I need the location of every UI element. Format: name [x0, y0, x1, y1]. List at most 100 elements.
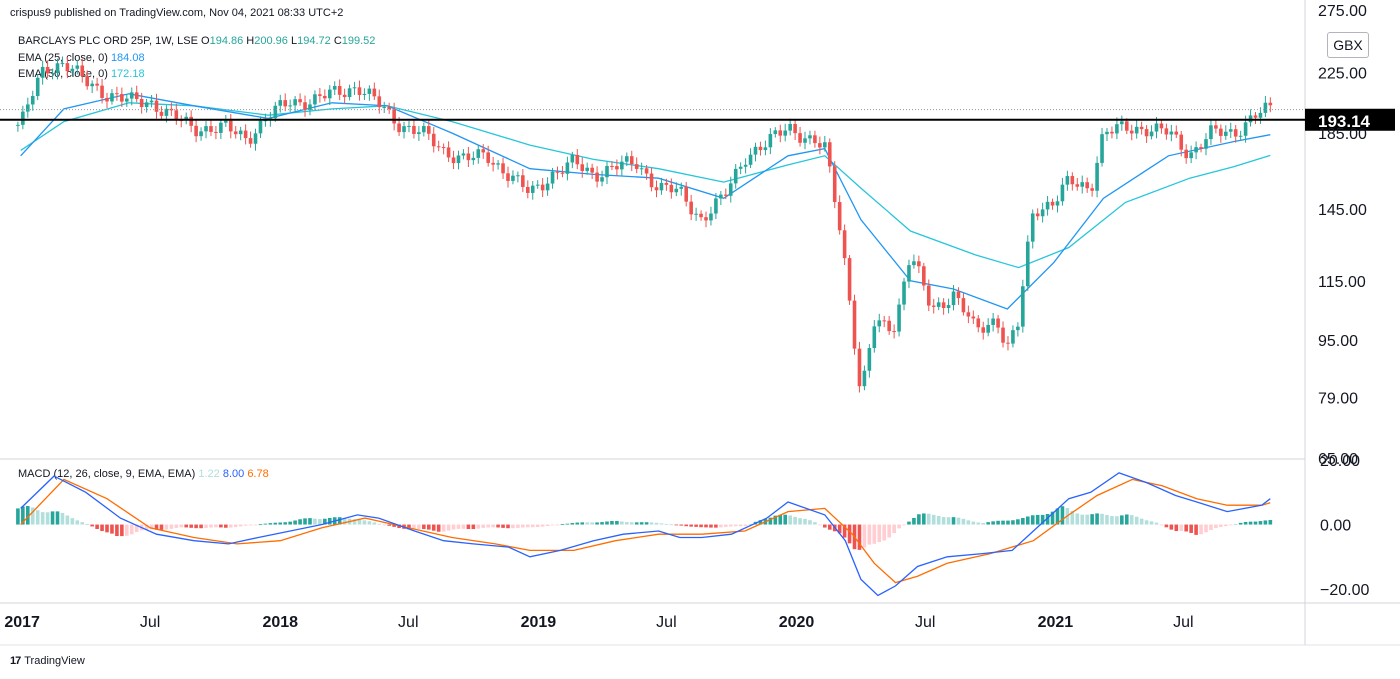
macd-histogram-bar — [971, 521, 976, 525]
macd-histogram-bar — [169, 524, 174, 529]
macd-histogram-bar — [293, 520, 297, 525]
macd-histogram-bar — [1030, 515, 1035, 525]
macd-histogram-bar — [669, 524, 674, 526]
candle-body — [595, 172, 599, 182]
macd-histogram-bar — [501, 524, 505, 528]
candle-body — [313, 94, 317, 105]
candle-body — [1209, 125, 1213, 140]
candle-body — [644, 168, 649, 174]
candle-body — [605, 165, 609, 178]
macd-histogram-bar — [377, 523, 382, 525]
candle-body — [570, 154, 575, 163]
candle-body — [446, 147, 451, 158]
candle-body — [922, 266, 926, 286]
candle-body — [1115, 124, 1119, 134]
macd-histogram-bar — [451, 524, 456, 530]
currency-badge[interactable]: GBX — [1327, 32, 1369, 58]
macd-histogram-bar — [1129, 515, 1134, 525]
y-tick-label: 79.00 — [1318, 390, 1358, 407]
macd-histogram-bar — [530, 524, 535, 528]
macd-histogram-bar — [823, 524, 827, 528]
candle-body — [105, 97, 109, 102]
legend-low: 194.72 — [297, 35, 331, 47]
candle-body — [1100, 134, 1104, 163]
macd-histogram-bar — [1055, 508, 1060, 525]
candle-body — [1233, 129, 1238, 137]
macd-histogram-bar — [1214, 524, 1218, 529]
candle-body — [818, 143, 822, 148]
macd-histogram-bar — [357, 519, 362, 525]
candle-body — [877, 320, 882, 327]
macd-histogram-bar — [936, 515, 941, 525]
candle-body — [258, 120, 263, 134]
macd-histogram-bar — [877, 524, 882, 543]
candle-body — [590, 167, 594, 173]
candle-body — [95, 83, 99, 86]
macd-histogram-bar — [862, 524, 867, 548]
ema25-line — [20, 93, 1271, 310]
candle-body — [1134, 126, 1139, 134]
candle-body — [996, 318, 1000, 328]
candle-body — [1174, 131, 1179, 135]
candle-body — [1164, 128, 1169, 135]
macd-histogram-bar — [580, 522, 585, 525]
macd-histogram-bar — [1149, 521, 1154, 525]
candle-body — [40, 66, 45, 78]
macd-histogram-bar — [1100, 513, 1104, 525]
macd-histogram-bar — [308, 518, 312, 525]
macd-histogram-bar — [496, 524, 500, 528]
candle-body — [1045, 201, 1050, 210]
legend-macd-label: MACD (12, 26, close, 9, EMA, EMA) — [18, 468, 196, 480]
macd-histogram-bar — [238, 524, 243, 527]
candle-body — [154, 100, 159, 112]
candle-body — [664, 182, 669, 185]
candle-body — [372, 88, 377, 97]
candle-body — [763, 147, 768, 151]
macd-histogram-bar — [129, 524, 134, 535]
candle-body — [1189, 152, 1193, 159]
macd-histogram-bar — [704, 524, 708, 528]
macd-histogram-bar — [367, 521, 372, 525]
candle-body — [100, 85, 104, 98]
candle-body — [773, 130, 778, 135]
candle-body — [288, 105, 292, 107]
macd-histogram-bar — [174, 524, 179, 528]
candle-body — [753, 146, 758, 155]
candle-body — [1120, 121, 1124, 125]
macd-histogram-bar — [1006, 520, 1010, 525]
candle-body — [704, 217, 708, 221]
footer-brand: 17 TradingView — [10, 655, 85, 667]
candle-body — [951, 291, 956, 306]
candle-body — [550, 171, 555, 184]
macd-histogram-bar — [946, 517, 951, 525]
macd-histogram-bar — [1164, 524, 1169, 528]
candle-body — [654, 187, 659, 191]
macd-histogram-bar — [75, 520, 80, 525]
macd-histogram-bar — [1253, 521, 1258, 525]
candle-body — [847, 258, 852, 301]
macd-histogram-bar — [748, 523, 753, 525]
macd-histogram-bar — [931, 514, 936, 525]
candle-body — [337, 86, 342, 95]
candle-body — [144, 102, 149, 108]
candle-body — [882, 320, 887, 322]
candle-body — [852, 300, 857, 349]
candle-body — [733, 168, 738, 184]
candle-body — [352, 87, 357, 89]
candle-body — [813, 135, 817, 144]
candle-body — [60, 63, 65, 65]
macd-histogram-bar — [1144, 520, 1149, 525]
candle-body — [253, 133, 258, 144]
candle-body — [491, 162, 495, 165]
macd-histogram-bar — [313, 518, 317, 525]
macd-histogram-bar — [85, 524, 90, 525]
macd-histogram-bar — [996, 520, 1000, 525]
candle-body — [956, 291, 961, 299]
macd-histogram-bar — [813, 522, 817, 525]
candle-body — [293, 99, 297, 106]
macd-histogram-bar — [144, 524, 149, 530]
candle-body — [466, 153, 471, 161]
macd-histogram-bar — [897, 524, 901, 529]
macd-histogram-bar — [149, 524, 154, 530]
